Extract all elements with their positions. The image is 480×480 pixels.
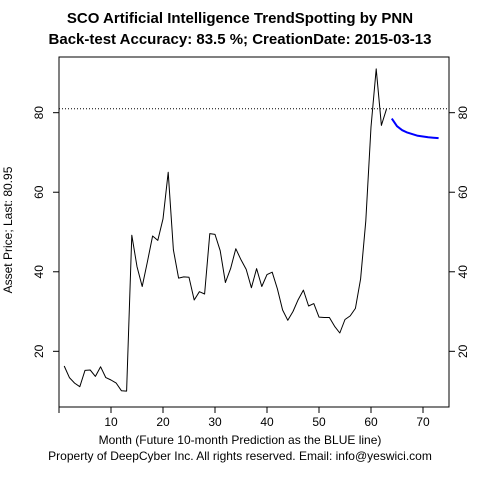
y-tick-label-right: 20 [456,344,470,358]
x-tick-label: 50 [312,415,326,429]
y-tick-label-left: 20 [32,344,46,358]
y-tick-label-right: 80 [456,106,470,120]
historical-price-line [63,68,388,392]
chart-subtitle: Back-test Accuracy: 83.5 %; CreationDate… [48,31,432,48]
plot-frame [58,56,450,408]
x-tick-label: 30 [208,415,222,429]
prediction-line [390,118,439,140]
x-tick-label: 20 [156,415,170,429]
y-tick-label-right: 40 [456,265,470,279]
y-tick-label-left: 80 [32,106,46,120]
x-tick-label: 60 [364,415,378,429]
y-tick-label-left: 60 [32,185,46,199]
chart-title: SCO Artificial Intelligence TrendSpottin… [66,10,414,27]
y-tick-label-left: 40 [32,265,46,279]
footer-copyright: Property of DeepCyber Inc. All rights re… [48,449,432,463]
x-tick-label: 10 [104,415,118,429]
y-tick-label-right: 60 [456,185,470,199]
x-tick-label: 40 [260,415,274,429]
x-tick-label: 70 [416,415,430,429]
x-axis-label: Month (Future 10-month Prediction as the… [98,433,382,447]
